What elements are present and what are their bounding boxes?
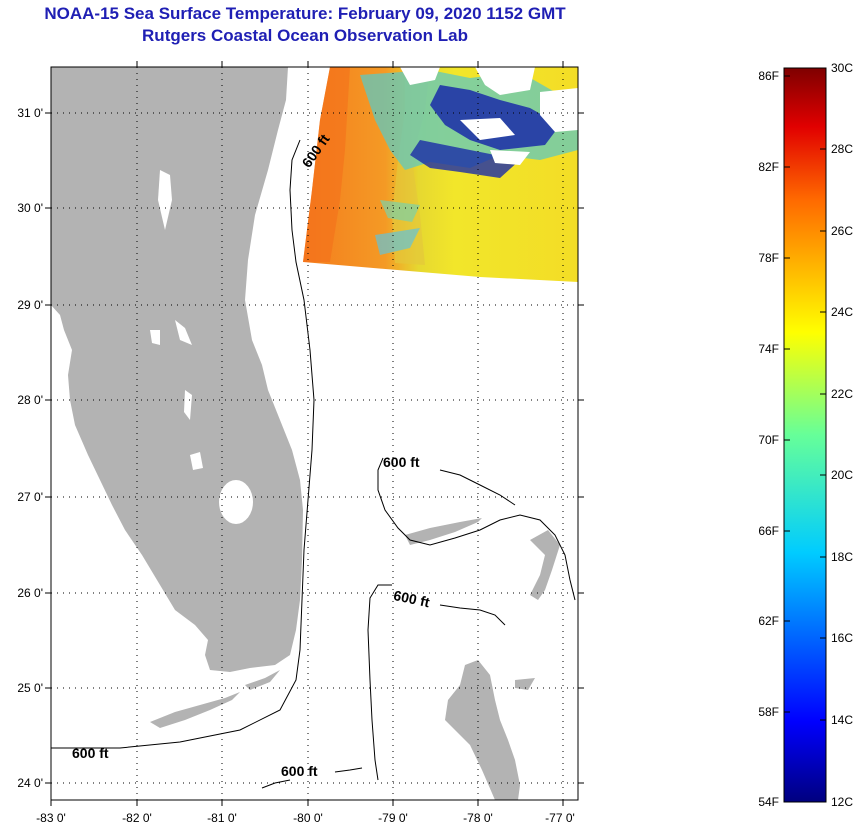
cb-label-78f: 78F (758, 251, 779, 265)
lat-label-24: 24 0' (17, 776, 43, 790)
grand-bahama-land (405, 510, 490, 545)
cb-label-66f: 66F (758, 524, 779, 538)
cb-label-18c: 18C (831, 550, 853, 564)
contour-label-5: 600 ft (281, 763, 318, 779)
map-subtitle: Rutgers Coastal Ocean Observation Lab (142, 26, 468, 45)
map-title: NOAA-15 Sea Surface Temperature: Februar… (44, 4, 566, 23)
map-frame (50, 66, 579, 801)
lat-ticks (45, 112, 584, 784)
cb-label-22c: 22C (831, 387, 853, 401)
lat-label-31: 31 0' (17, 106, 43, 120)
cb-label-58f: 58F (758, 705, 779, 719)
florida-keys (150, 692, 240, 728)
cb-label-82f: 82F (758, 160, 779, 174)
cb-label-24c: 24C (831, 305, 853, 319)
lake-okeechobee (219, 480, 253, 524)
cb-label-74f: 74F (758, 342, 779, 356)
lat-label-27: 27 0' (17, 490, 43, 504)
colorbar-c-ticks (820, 148, 826, 721)
lon-label-81: -81 0' (207, 811, 237, 825)
cb-label-70f: 70F (758, 433, 779, 447)
cb-label-30c: 30C (831, 61, 853, 75)
sst-colorbar (783, 67, 827, 803)
lon-label-79: -79 0' (378, 811, 408, 825)
lon-label-78: -78 0' (463, 811, 493, 825)
cb-label-12c: 12C (831, 795, 853, 809)
cb-label-62f: 62F (758, 614, 779, 628)
cb-label-20c: 20C (831, 468, 853, 482)
lon-label-82: -82 0' (122, 811, 152, 825)
cb-label-86f: 86F (758, 69, 779, 83)
sst-swath (303, 67, 578, 282)
cb-label-16c: 16C (831, 631, 853, 645)
lat-label-28: 28 0' (17, 393, 43, 407)
abaco-land (530, 530, 560, 600)
cb-label-54f: 54F (758, 795, 779, 809)
lat-label-29: 29 0' (17, 298, 43, 312)
lat-label-25: 25 0' (17, 681, 43, 695)
colorbar-f-ticks (784, 75, 790, 713)
lat-label-30: 30 0' (17, 201, 43, 215)
contour-label-3: 600 ft (392, 587, 431, 610)
lat-label-26: 26 0' (17, 586, 43, 600)
lon-ticks (50, 61, 564, 806)
lon-label-83: -83 0' (36, 811, 66, 825)
lon-label-80: -80 0' (293, 811, 323, 825)
lon-label-77: -77 0' (545, 811, 575, 825)
map-gridlines (51, 67, 578, 800)
andros-land (445, 660, 520, 800)
contour-label-4: 600 ft (72, 745, 109, 761)
cb-label-28c: 28C (831, 142, 853, 156)
cb-label-26c: 26C (831, 224, 853, 238)
cb-label-14c: 14C (831, 713, 853, 727)
contour-label-2: 600 ft (383, 454, 420, 470)
